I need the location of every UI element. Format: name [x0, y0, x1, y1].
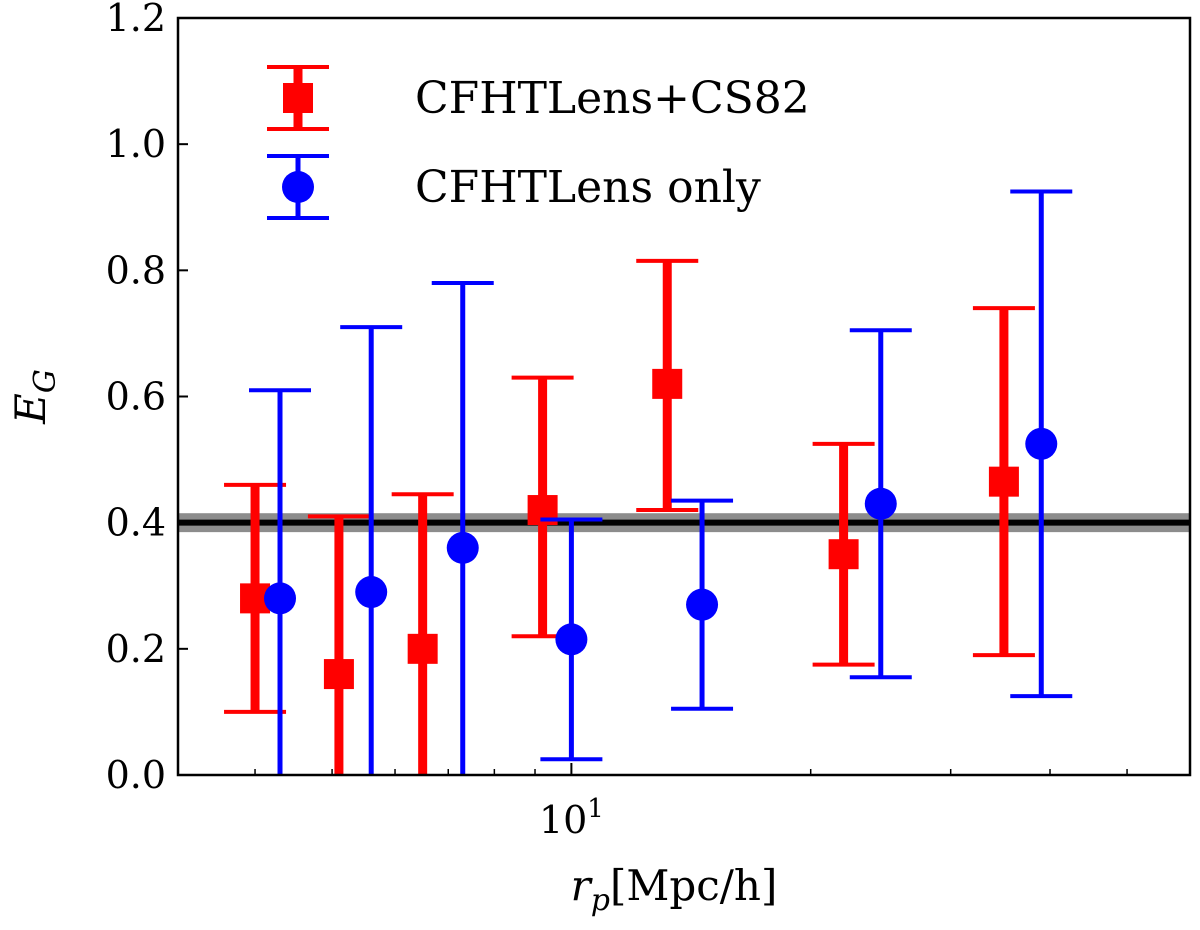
- series-layer: [224, 189, 1073, 775]
- y-tick-label: 1.0: [106, 122, 166, 166]
- data-point-circle: [264, 582, 297, 615]
- y-tick-label: 0.4: [106, 501, 166, 545]
- legend-marker-circle: [282, 171, 314, 203]
- legend-entry-cfhtlens-cs82: CFHTLens+CS82: [267, 65, 810, 131]
- legend-marker-square: [283, 83, 313, 113]
- x-tick-label: 101: [539, 794, 604, 842]
- data-point-circle: [446, 531, 479, 564]
- data-point-square: [652, 368, 683, 399]
- x-axis-title-r: r: [571, 861, 594, 910]
- data-point-circle: [1025, 427, 1058, 460]
- y-axis-title-sub: G: [28, 369, 63, 393]
- y-tick-label: 1.2: [106, 0, 166, 40]
- y-tick-label: 0.2: [106, 627, 166, 671]
- x-axis-title-sub: p: [591, 883, 610, 918]
- x-tick-base: 10: [539, 798, 587, 842]
- series-cfhtlens-only: [249, 189, 1073, 775]
- legend-label: CFHTLens+CS82: [415, 73, 810, 124]
- data-point-circle: [555, 623, 588, 656]
- legend-label: CFHTLens only: [415, 162, 761, 213]
- reference-band-layer: [178, 513, 1190, 533]
- data-point-square: [407, 633, 438, 664]
- x-axis-title-rest: [Mpc/h]: [610, 861, 777, 910]
- y-axis-title-e: E: [6, 393, 55, 425]
- x-axis-title: rp[Mpc/h]: [571, 861, 778, 918]
- axes-layer: 0.0 0.2 0.4 0.6 0.8 1.0 1.2 101 rp[Mpc/h] EG: [6, 0, 1192, 918]
- y-tick-label: 0.0: [106, 753, 166, 797]
- y-axis-title: EG: [6, 369, 63, 425]
- legend-entry-cfhtlens-only: CFHTLens only: [267, 154, 761, 220]
- data-point-circle: [355, 576, 388, 609]
- data-point-square: [828, 539, 859, 570]
- legend: CFHTLens+CS82 CFHTLens only: [267, 65, 810, 220]
- y-tick-label: 0.6: [106, 375, 166, 419]
- data-point-square: [323, 659, 354, 690]
- data-point-circle: [686, 588, 719, 621]
- data-point-circle: [864, 487, 897, 520]
- data-point-square: [988, 466, 1019, 497]
- y-tick-label: 0.8: [106, 248, 166, 292]
- x-tick-exponent: 1: [587, 794, 604, 824]
